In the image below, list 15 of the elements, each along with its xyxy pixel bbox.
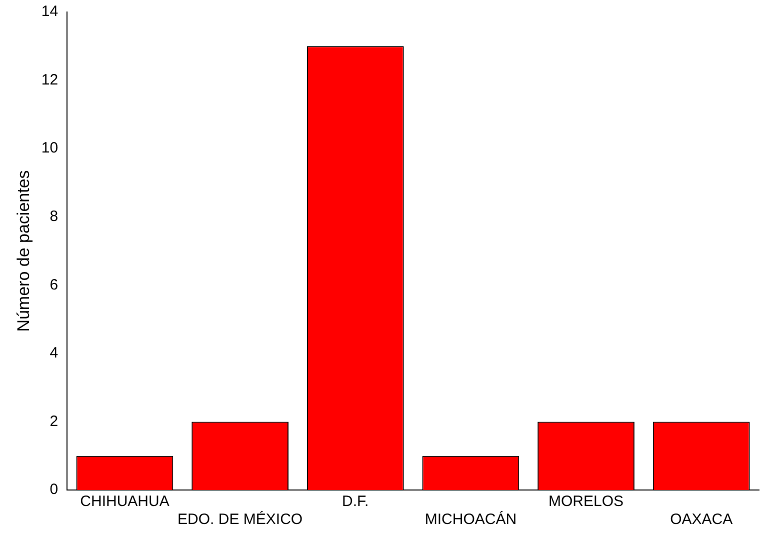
x-tick-label: OAXACA: [670, 511, 733, 528]
x-tick-label: MORELOS: [548, 493, 624, 510]
y-tick-label: 10: [41, 140, 58, 157]
x-tick-label: EDO. DE MÉXICO: [178, 510, 303, 528]
y-tick-label: 4: [50, 344, 58, 362]
y-tick-label: 6: [50, 276, 58, 294]
y-tick-label: 12: [41, 71, 58, 88]
x-tick-label: MICHOACÁN: [424, 510, 517, 528]
x-tick-label: D.F.: [342, 493, 369, 510]
y-axis-title: Número de pacientes: [14, 170, 33, 332]
y-tick-label: 0: [50, 481, 58, 498]
y-tick-label: 14: [41, 3, 58, 20]
y-tick-label: 2: [50, 412, 58, 430]
x-tick-label: CHIHUAHUA: [80, 493, 170, 510]
y-tick-label: 8: [50, 208, 58, 225]
